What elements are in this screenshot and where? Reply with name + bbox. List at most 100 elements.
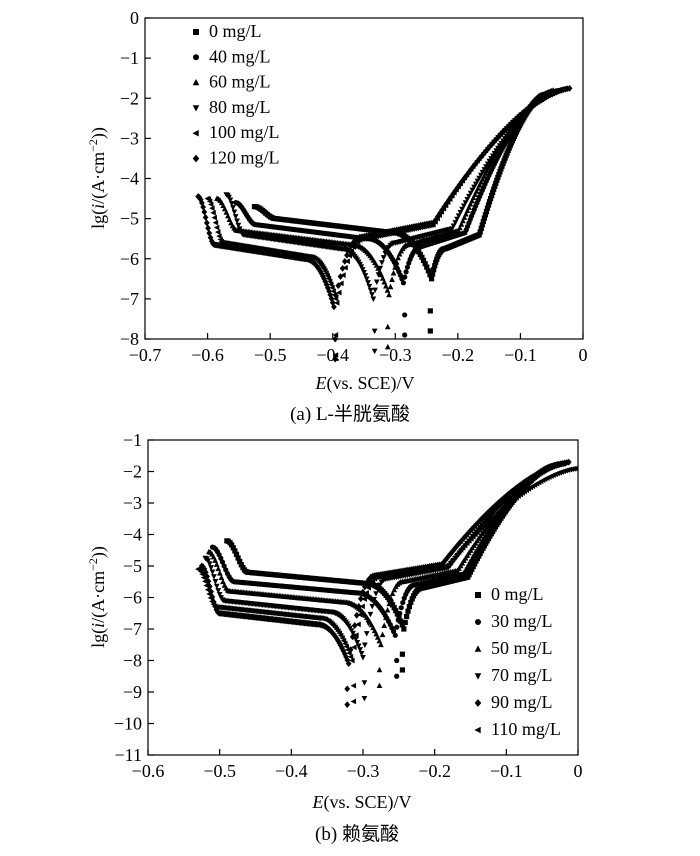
series-60-mg-per-L <box>214 87 557 350</box>
y-tick-label: −8 <box>120 329 139 349</box>
legend-label: 60 mg/L <box>209 72 271 92</box>
series-70-mg-per-L <box>202 461 569 702</box>
x-tick-label: −0.4 <box>275 761 308 781</box>
series-markers <box>251 91 548 282</box>
series-90-mg-per-L <box>198 458 572 708</box>
x-tick-label: −0.6 <box>132 761 165 781</box>
x-tick-label: −0.3 <box>379 345 412 365</box>
x-tick-label: −0.1 <box>504 345 537 365</box>
x-tick-label: 0 <box>574 761 583 781</box>
scatter-point <box>332 355 339 363</box>
y-tick-label: −4 <box>120 169 139 189</box>
y-tick-label: −3 <box>120 128 139 148</box>
y-tick-label: −6 <box>123 588 142 608</box>
scatter-point <box>371 348 378 355</box>
scatter-point <box>384 323 391 330</box>
x-tick-label: −0.6 <box>191 345 224 365</box>
panel-a-y-axis-label: lg(i/(A·cm−2)) <box>86 127 109 229</box>
scatter-point <box>332 332 339 338</box>
legend-item: 80 mg/L <box>192 97 271 117</box>
legend-label: 50 mg/L <box>491 638 553 658</box>
panel-a-x-axis-label: E(vs. SCE)/V <box>314 373 414 394</box>
legend-marker <box>474 699 482 707</box>
legend-item: 100 mg/L <box>192 122 280 142</box>
series-markers <box>195 85 573 311</box>
legend-label: 0 mg/L <box>209 21 262 41</box>
panel-b-ticks: −0.6 −0.5 −0.4 −0.3 −0.2 −0.1 0 −1 −2 −3 −4 −5 −6 −7 −… <box>114 430 583 781</box>
panel-b-y-axis-label: lg(i/(A·cm−2)) <box>86 546 109 648</box>
scatter-point <box>376 682 383 689</box>
legend-label: 70 mg/L <box>491 665 553 685</box>
legend-marker <box>192 154 200 163</box>
series-30-mg-per-L <box>209 461 562 679</box>
panel-a-legend: 0 mg/L 40 mg/L 60 mg/L 80 mg/L 100 mg/L 120 m… <box>192 21 280 168</box>
legend-marker <box>474 673 482 680</box>
legend-item: 70 mg/L <box>474 665 553 685</box>
y-tick-label: −9 <box>123 682 142 702</box>
x-tick-label: −0.1 <box>490 761 523 781</box>
scatter-point <box>427 308 433 314</box>
series-120-mg-per-L <box>195 85 573 363</box>
scatter-point <box>350 682 357 689</box>
legend-marker <box>192 129 199 137</box>
scatter-point <box>399 651 406 657</box>
panel-b-chart: −0.6 −0.5 −0.4 −0.3 −0.2 −0.1 0 −1 −2 −3 −4 −5 −6 −7 −… <box>86 430 583 845</box>
panel-b-x-axis-label: E(vs. SCE)/V <box>311 792 411 813</box>
panel-a-chart: −0.7 −0.6 −0.5 −0.4 −0.3 −0.2 −0.1 0 0 −1 −2 −3 −4 −5… <box>86 8 588 425</box>
y-tick-label: −11 <box>115 745 142 765</box>
legend-item: 50 mg/L <box>474 638 553 658</box>
scatter-point <box>394 657 400 664</box>
legend-label: 80 mg/L <box>209 97 271 117</box>
y-tick-label: −3 <box>123 493 142 513</box>
legend-marker <box>474 726 481 734</box>
scatter-point <box>361 680 368 686</box>
legend-marker <box>192 105 200 112</box>
panel-b-series <box>195 458 579 708</box>
scatter-point <box>344 685 351 693</box>
panel-a-ticks: −0.7 −0.6 −0.5 −0.4 −0.3 −0.2 −0.1 0 0 −1 −2 −3 −4 −5… <box>120 8 588 365</box>
y-tick-label: −2 <box>123 462 142 482</box>
scatter-point <box>350 698 357 705</box>
x-tick-label: −0.4 <box>316 345 349 365</box>
y-tick-label: −5 <box>123 556 142 576</box>
legend-label: 110 mg/L <box>491 719 561 739</box>
y-tick-label: −6 <box>120 249 139 269</box>
x-tick-label: −0.5 <box>203 761 236 781</box>
scatter-point <box>361 695 368 702</box>
scatter-point <box>332 335 339 343</box>
legend-label: 30 mg/L <box>491 611 553 631</box>
y-tick-label: −1 <box>120 48 139 68</box>
scatter-point <box>344 701 351 708</box>
y-tick-label: −8 <box>123 651 142 671</box>
legend-marker <box>475 619 481 625</box>
x-tick-label: −0.7 <box>129 345 162 365</box>
y-tick-label: −5 <box>120 209 139 229</box>
scatter-point <box>332 352 339 358</box>
legend-item: 0 mg/L <box>193 21 262 41</box>
y-tick-label: 0 <box>130 8 139 28</box>
scatter-point <box>402 312 408 318</box>
scatter-point <box>399 667 406 673</box>
y-tick-label: −7 <box>123 619 142 639</box>
panel-a-series <box>195 85 573 363</box>
scatter-point <box>384 343 391 350</box>
scatter-point <box>371 328 378 335</box>
x-tick-label: 0 <box>579 345 588 365</box>
x-tick-label: −0.2 <box>442 345 475 365</box>
legend-item: 110 mg/L <box>474 719 561 739</box>
legend-item: 90 mg/L <box>474 692 553 712</box>
legend-item: 60 mg/L <box>192 72 271 92</box>
y-tick-label: −10 <box>114 714 142 734</box>
scatter-point <box>427 328 433 334</box>
y-tick-label: −4 <box>123 525 142 545</box>
legend-item: 120 mg/L <box>192 148 280 168</box>
legend-item: 0 mg/L <box>475 584 544 604</box>
legend-label: 90 mg/L <box>491 692 553 712</box>
scatter-point <box>376 666 383 673</box>
legend-marker <box>193 54 199 61</box>
legend-label: 120 mg/L <box>209 148 280 168</box>
panel-b-legend: 0 mg/L 30 mg/L 50 mg/L 70 mg/L 90 mg/L 110 mg… <box>474 584 561 739</box>
y-tick-label: −2 <box>120 88 139 108</box>
legend-label: 40 mg/L <box>209 46 271 66</box>
